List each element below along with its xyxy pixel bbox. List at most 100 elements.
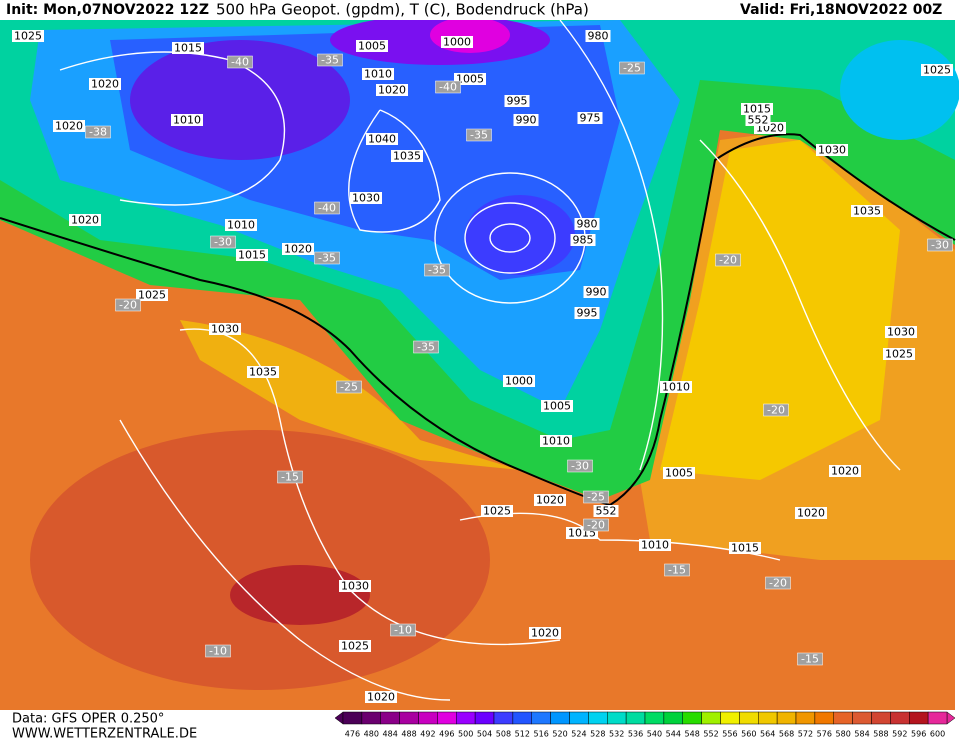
temperature-label: -10 — [209, 645, 227, 658]
colorbar-label: 596 — [911, 730, 926, 739]
colorbar-cell — [701, 711, 721, 725]
isobar-label: 1020 — [536, 494, 564, 507]
field-yellow — [660, 140, 900, 480]
temperature-label: -20 — [719, 254, 737, 267]
temperature-label: -30 — [931, 239, 949, 252]
isobar-label: 1005 — [543, 400, 571, 413]
isobar-label-box — [574, 218, 600, 230]
field-cyan-ne — [840, 40, 959, 140]
colorbar-cell — [474, 711, 495, 725]
isobar-label-box — [225, 219, 257, 231]
colorbar-label: 556 — [722, 730, 737, 739]
colorbar-label: 516 — [534, 730, 549, 739]
temperature-label-box — [567, 459, 593, 473]
isobar-label-box — [172, 42, 204, 54]
colorbar-label: 588 — [873, 730, 888, 739]
colorbar-cell — [852, 711, 872, 725]
temperature-label: -35 — [428, 264, 446, 277]
isobar-label-box — [53, 120, 85, 132]
colorbar-cell — [758, 711, 778, 725]
isobar-label-box — [885, 326, 917, 338]
temperature-label: -20 — [587, 519, 605, 532]
field-low-center — [465, 195, 575, 275]
colorbar-cell — [512, 711, 532, 725]
colorbar-label: 500 — [458, 730, 473, 739]
isobar-label: 1000 — [505, 375, 533, 388]
isobar-label-box — [829, 465, 861, 477]
isobar-label-box — [540, 435, 572, 447]
temperature-label-box — [424, 263, 450, 277]
isobar — [59, 51, 286, 206]
isobar-label: 1025 — [138, 289, 166, 302]
init-time: Init: Mon,07NOV2022 12Z — [6, 2, 209, 18]
isobar-label: 552 — [596, 505, 617, 518]
isobar-label: 1035 — [853, 205, 881, 218]
isobar-label-box — [236, 249, 268, 261]
temperature-label-box — [314, 251, 340, 265]
isobar-label: 980 — [577, 218, 598, 231]
temperature-label: -15 — [801, 653, 819, 666]
isobar-label-box — [89, 78, 121, 90]
temperature-label: -25 — [340, 381, 358, 394]
colorbar-cell — [456, 711, 476, 725]
isobar-label: 1000 — [443, 36, 471, 49]
temperature-label: -15 — [281, 471, 299, 484]
isobar-label: 1030 — [341, 580, 369, 593]
isobar-label-box — [441, 36, 473, 48]
isobar-label: 1020 — [91, 78, 119, 91]
isobar-label: 1025 — [923, 64, 951, 77]
colorbar-label: 480 — [364, 730, 379, 739]
isobar-label-box — [503, 375, 535, 387]
valid-time: Valid: Fri,18NOV2022 00Z — [740, 2, 942, 18]
isobar-label-box — [247, 366, 279, 378]
temperature-label-box — [763, 403, 789, 417]
isobar — [489, 223, 531, 253]
colorbar-label: 584 — [854, 730, 869, 739]
isobar-label: 1010 — [364, 68, 392, 81]
colorbar-cell — [437, 711, 457, 725]
colorbar-label: 600 — [930, 730, 945, 739]
colorbar-label: 540 — [647, 730, 662, 739]
isobar-label-box — [921, 64, 953, 76]
isobar-label-box — [639, 539, 671, 551]
isobar-label-box — [350, 192, 382, 204]
isobar-label: 1020 — [531, 627, 559, 640]
isobar — [119, 419, 451, 701]
isobar-label-box — [356, 40, 388, 52]
isobar-label-box — [585, 30, 611, 42]
colorbar-cell — [795, 711, 816, 725]
colorbar-label: 532 — [609, 730, 624, 739]
colorbar-label: 572 — [798, 730, 813, 739]
colorbar-cell — [550, 711, 570, 725]
colorbar-label: 520 — [552, 730, 567, 739]
temperature-label: -25 — [587, 491, 605, 504]
isobar-label-box — [376, 84, 408, 96]
isobar-label-box — [365, 691, 397, 703]
isobar-label: 1010 — [227, 219, 255, 232]
temperature-label-box — [317, 53, 343, 67]
isobar — [559, 19, 664, 471]
isobar-label-box — [171, 114, 203, 126]
colorbar-cell — [399, 711, 419, 725]
isobar-label-box — [570, 234, 596, 246]
colorbar-label: 560 — [741, 730, 756, 739]
temperature-label: -30 — [571, 460, 589, 473]
isobar-label-box — [816, 144, 848, 156]
isobar-label-box — [541, 400, 573, 412]
colorbar-label: 492 — [420, 730, 435, 739]
temperature-label-box — [664, 563, 690, 577]
isobar-label-box — [660, 381, 692, 393]
map-area — [0, 15, 959, 710]
isobar-label: 990 — [586, 286, 607, 299]
colorbar-label: 576 — [817, 730, 832, 739]
colorbar-label: 548 — [685, 730, 700, 739]
temperature-label-box — [715, 253, 741, 267]
colorbar-label: 496 — [439, 730, 454, 739]
colorbar-cell — [588, 711, 608, 725]
temperature-label: -38 — [89, 126, 107, 139]
temperature-label-box — [205, 644, 231, 658]
temperature-label: -35 — [318, 252, 336, 265]
colorbar-label: 536 — [628, 730, 643, 739]
colorbar-cell — [663, 711, 683, 725]
